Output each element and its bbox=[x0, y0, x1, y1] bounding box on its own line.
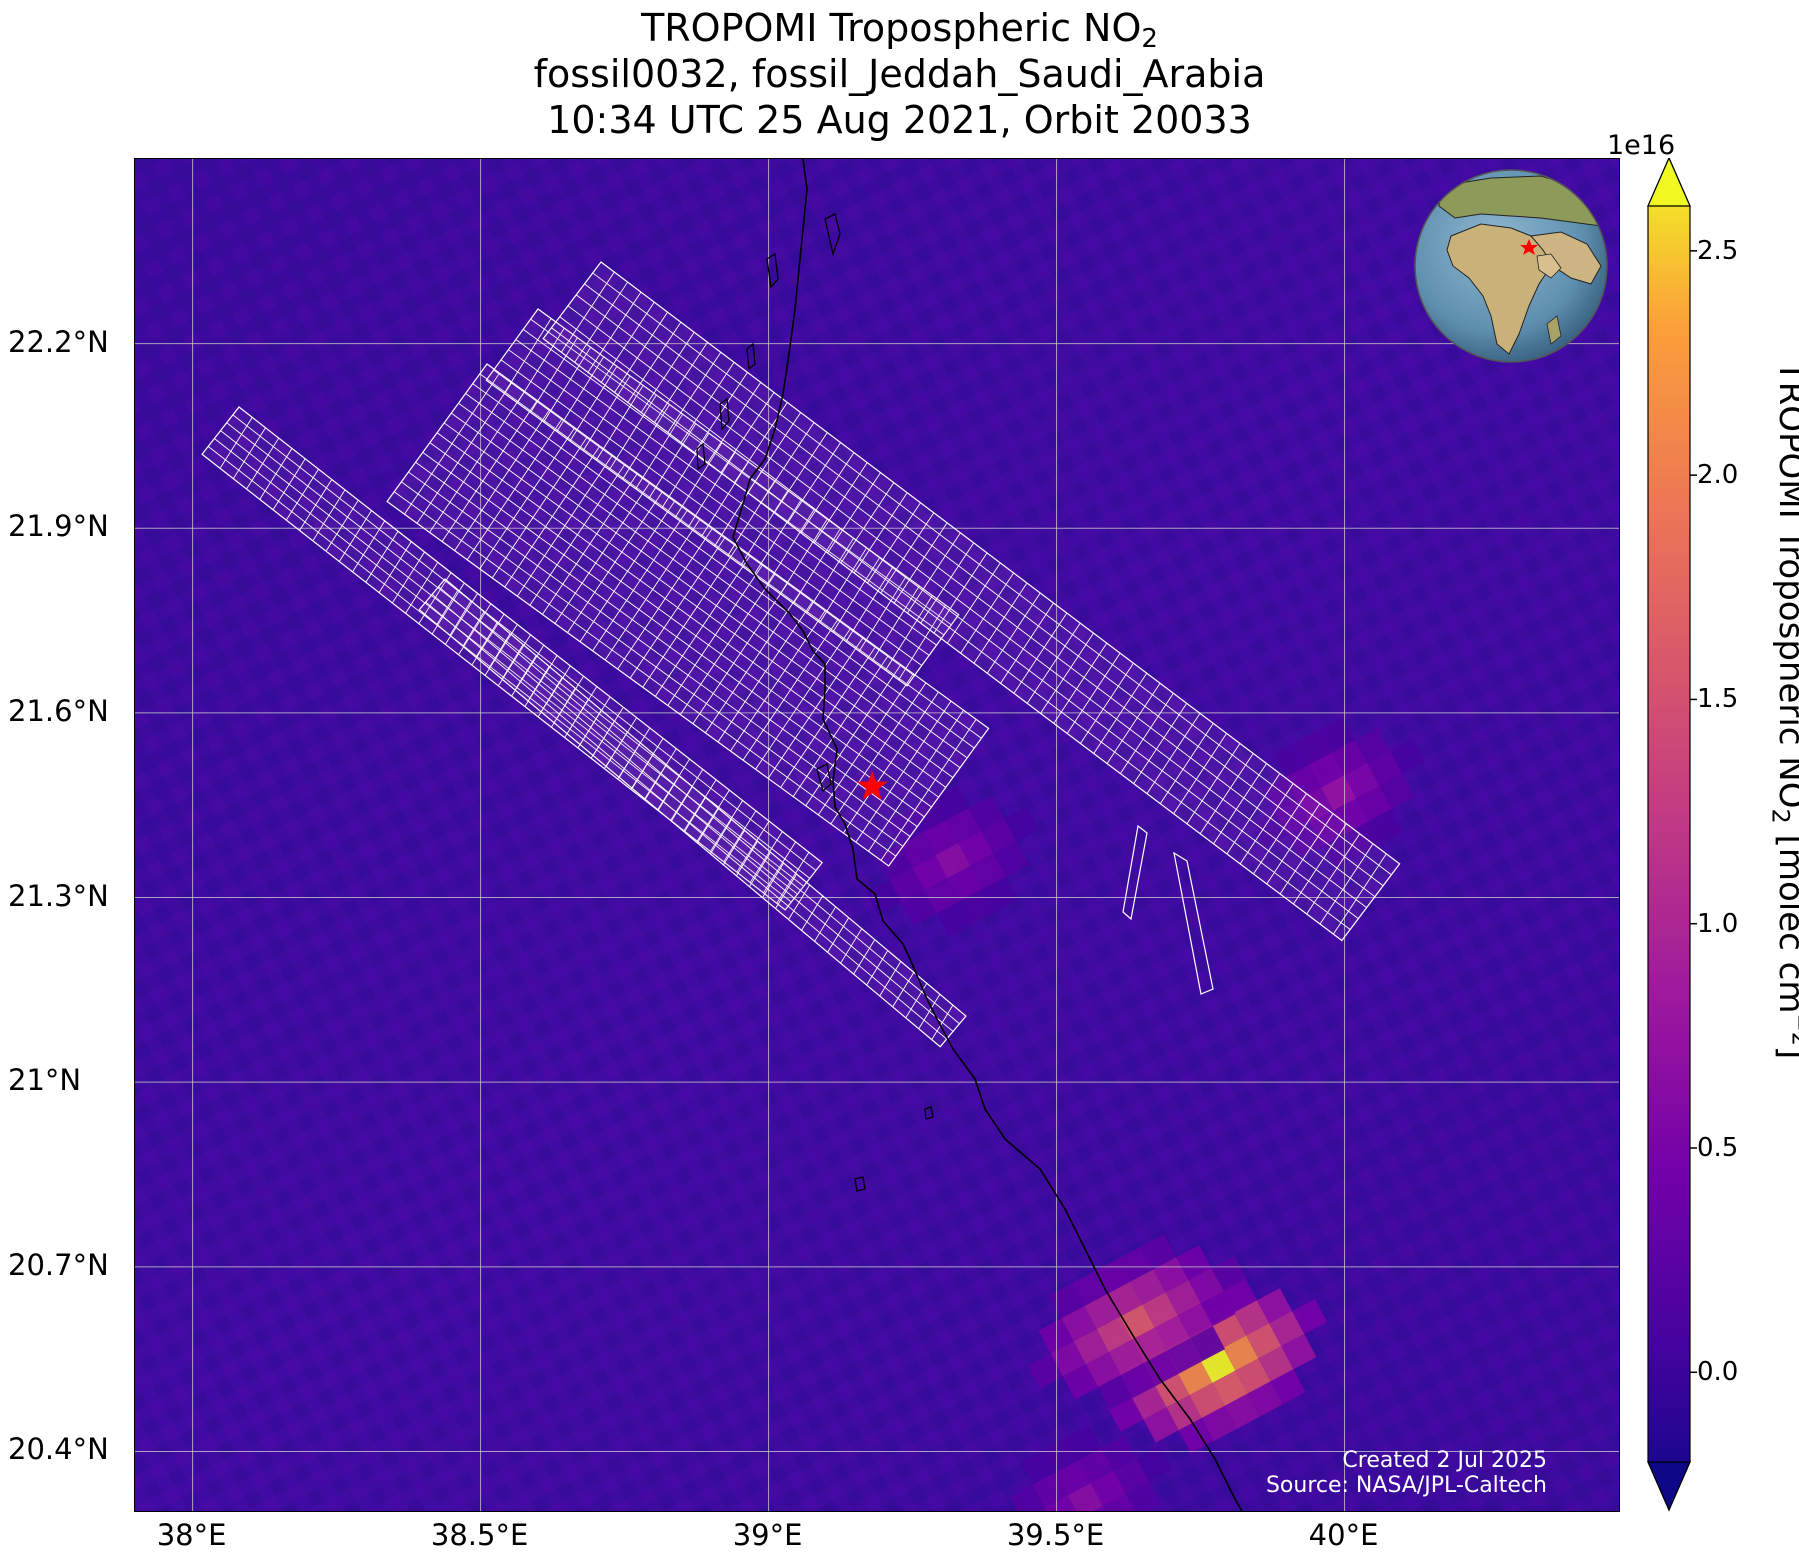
colorbar-ticks bbox=[1690, 250, 1697, 1374]
chart-subtitle: fossil0032, fossil_Jeddah_Saudi_Arabia bbox=[533, 52, 1266, 96]
coastline-islands bbox=[696, 213, 934, 1192]
lat-tick-label: 20.7°N bbox=[8, 1247, 109, 1282]
lat-tick-label: 21.6°N bbox=[8, 693, 109, 728]
footprint-strip bbox=[1173, 851, 1214, 995]
colorbar-extend-bottom bbox=[1647, 1461, 1691, 1512]
globe-land bbox=[1438, 175, 1607, 355]
colorbar-tick-label: 2.0 bbox=[1697, 460, 1739, 491]
footprint-swath bbox=[201, 406, 823, 911]
lat-tick-label: 20.4°N bbox=[8, 1432, 109, 1467]
globe-icon bbox=[1414, 169, 1608, 363]
gridlines bbox=[135, 159, 1619, 1511]
plume-layer bbox=[866, 717, 1426, 1511]
plume-blob bbox=[1027, 1234, 1247, 1411]
credits: Created 2 Jul 2025 Source: NASA/JPL-Calt… bbox=[1266, 1448, 1547, 1498]
map-panel bbox=[134, 158, 1620, 1512]
footprint-swath bbox=[386, 363, 990, 867]
lat-tick-label: 21.3°N bbox=[8, 878, 109, 913]
footprint-swath bbox=[542, 261, 1401, 942]
chart-title: TROPOMI Tropospheric NO2 bbox=[641, 6, 1158, 54]
lat-tick-label: 21°N bbox=[8, 1063, 82, 1098]
colorbar-gradient bbox=[1647, 158, 1691, 1512]
lat-tick-label: 22.2°N bbox=[8, 324, 109, 359]
created-date: Created 2 Jul 2025 bbox=[1342, 1448, 1547, 1473]
lon-tick-label: 38.5°E bbox=[430, 1518, 529, 1552]
lat-tick-label: 21.9°N bbox=[8, 509, 109, 544]
observation-footprints bbox=[201, 261, 1401, 1048]
chart-datetime: 10:34 UTC 25 Aug 2021, Orbit 20033 bbox=[547, 98, 1252, 142]
colorbar-tick-label: 2.5 bbox=[1697, 235, 1739, 266]
coastline bbox=[732, 159, 1243, 1511]
colorbar bbox=[1647, 158, 1697, 1512]
plume-blob bbox=[1009, 1424, 1172, 1511]
site-marker-layer bbox=[857, 770, 888, 800]
colorbar-title: TROPOMI Tropospheric NO2 [molec cm−2] bbox=[1766, 360, 1799, 1059]
colorbar-tick-label: 1.0 bbox=[1697, 908, 1739, 939]
colorbar-tick-label: 0.0 bbox=[1697, 1357, 1739, 1388]
colorbar-tick-label: 0.5 bbox=[1697, 1133, 1739, 1163]
lon-tick-label: 39°E bbox=[732, 1518, 803, 1552]
globe-marker bbox=[1520, 239, 1538, 255]
colorbar-exponent: 1e16 bbox=[1607, 130, 1676, 161]
colorbar-tick-label: 1.5 bbox=[1697, 684, 1739, 715]
footprint-strip bbox=[1122, 824, 1148, 921]
plume-blob bbox=[1252, 717, 1426, 869]
lon-tick-label: 39.5°E bbox=[1006, 1518, 1105, 1552]
footprint-swath bbox=[418, 578, 967, 1048]
lon-tick-label: 38°E bbox=[156, 1518, 227, 1552]
lon-tick-label: 40°E bbox=[1308, 1518, 1379, 1552]
map-canvas bbox=[135, 159, 1619, 1511]
data-source: Source: NASA/JPL-Caltech bbox=[1265, 1473, 1547, 1498]
plume-blob bbox=[866, 784, 1040, 937]
colorbar-extend-top bbox=[1647, 158, 1691, 207]
star-icon bbox=[857, 770, 888, 800]
